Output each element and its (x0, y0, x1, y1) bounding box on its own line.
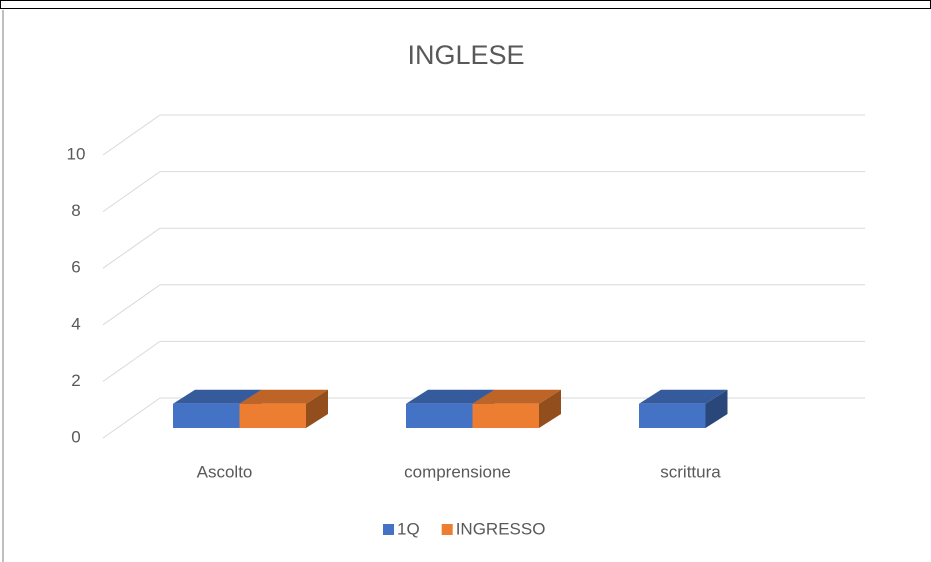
bar-side (539, 389, 561, 428)
bar-front (406, 403, 473, 428)
bar-front (639, 403, 706, 428)
x-tick-label: comprensione (404, 462, 511, 481)
grid-line-side (102, 397, 161, 439)
legend-label: 1Q (397, 519, 420, 538)
bar-front (239, 403, 306, 428)
y-tick-label: 0 (71, 427, 80, 446)
bar-front (173, 403, 240, 428)
bar-top (173, 389, 262, 404)
chart-title: INGLESE (407, 40, 524, 70)
bar-side (705, 389, 728, 428)
grid-line-side (102, 284, 161, 326)
legend-label: INGRESSO (456, 519, 546, 538)
bar-top (639, 389, 728, 404)
legend-swatch (441, 524, 453, 535)
grid-line-side (102, 340, 161, 382)
y-tick-label: 4 (71, 314, 80, 333)
bar (639, 389, 728, 428)
frame-top (0, 0, 931, 9)
bar (173, 389, 262, 428)
bar-side (306, 389, 328, 428)
grid-line-side (102, 227, 161, 269)
bar-front (472, 403, 539, 428)
y-tick-label: 10 (67, 144, 86, 163)
x-tick-label: Ascolto (197, 462, 253, 481)
bar-top (472, 389, 561, 404)
x-tick-label: scrittura (660, 462, 721, 481)
grid-line-side (102, 171, 161, 213)
legend-swatch (383, 524, 394, 535)
bar-top (239, 389, 328, 404)
bar (472, 389, 561, 428)
y-tick-label: 2 (71, 371, 80, 390)
grid-line-side (102, 114, 161, 156)
y-tick-label: 8 (71, 201, 80, 220)
bar-top (406, 389, 495, 404)
y-tick-label: 6 (71, 258, 80, 277)
bar (239, 389, 328, 428)
